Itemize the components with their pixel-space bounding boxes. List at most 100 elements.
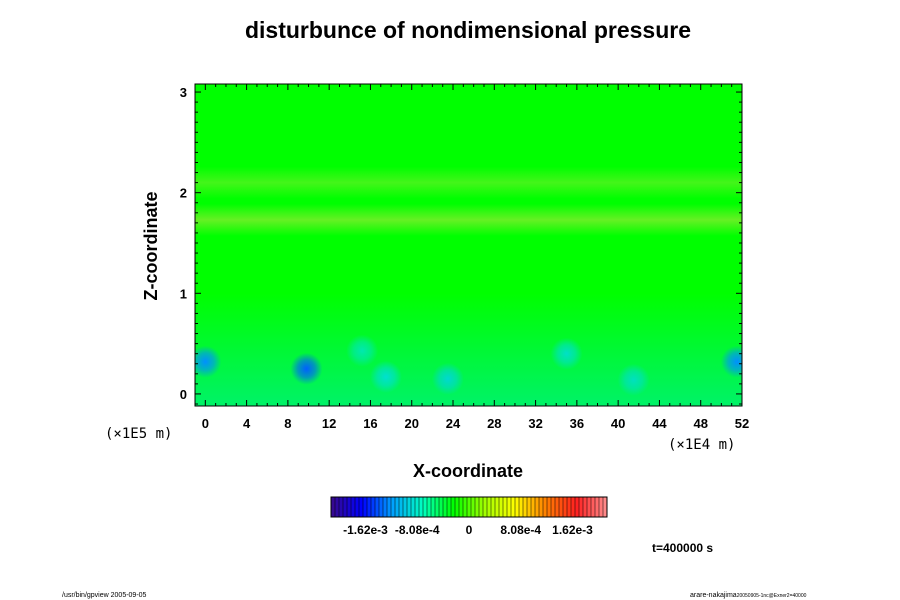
field-anomalies [195, 334, 742, 396]
x-tick-label: 24 [446, 416, 461, 431]
colorbar-cell [371, 497, 376, 517]
colorbar-cell [519, 497, 524, 517]
plot-frame [194, 83, 743, 407]
colorbar-cell [427, 497, 432, 517]
colorbar-cell [395, 497, 400, 517]
y-unit-label: (×1E5 m) [105, 426, 172, 442]
colorbar-cell [463, 497, 468, 517]
colorbar-cell [507, 497, 512, 517]
colorbar-frame [330, 496, 608, 518]
colorbar-cell [531, 497, 536, 517]
time-label: t=400000 s [652, 541, 713, 555]
colorbar-cell [587, 497, 592, 517]
y-tick-label: 0 [180, 387, 187, 402]
colorbar-cell [399, 497, 404, 517]
field-anomaly [550, 337, 583, 370]
y-tick-label: 1 [180, 286, 187, 301]
colorbar-cell [411, 497, 416, 517]
colorbar-cell [547, 497, 552, 517]
colorbar-cell [503, 497, 508, 517]
footer-right: arare-nakajima20050905-1nc@Exner2=40000 [690, 592, 807, 599]
x-tick-label: 0 [202, 416, 209, 431]
colorbar-ticks: -1.62e-3 -8.08e-4 0 8.08e-4 1.62e-3 [343, 523, 593, 537]
field-anomaly [720, 345, 742, 378]
colorbar-cell [387, 497, 392, 517]
x-axis-label: X-coordinate [413, 461, 523, 481]
colorbar-cell [483, 497, 488, 517]
field-anomaly [195, 345, 222, 378]
colorbar-cell [595, 497, 600, 517]
colorbar-cell [415, 497, 420, 517]
x-tick-label: 44 [652, 416, 667, 431]
colorbar-cell [467, 497, 472, 517]
field-lower-layer [195, 293, 742, 406]
colorbar-cell [439, 497, 444, 517]
x-tick-label: 52 [735, 416, 749, 431]
colorbar-cell [499, 497, 504, 517]
field-bands [195, 166, 742, 236]
colorbar-cell [451, 497, 456, 517]
chart-title: disturbunce of nondimensional pressure [245, 17, 691, 43]
colorbar-cell [379, 497, 384, 517]
colorbar-tick-label: -1.62e-3 [343, 523, 388, 537]
colorbar-cell [555, 497, 560, 517]
x-tick-label: 40 [611, 416, 625, 431]
colorbar-cell [495, 497, 500, 517]
field-anomaly [617, 363, 650, 396]
colorbar-cell [363, 497, 368, 517]
colorbar-cell [443, 497, 448, 517]
colorbar-cells [331, 497, 608, 517]
field-band [195, 203, 742, 236]
colorbar-cell [367, 497, 372, 517]
field-anomaly [346, 334, 379, 367]
field-anomaly [290, 352, 323, 385]
x-tick-label: 12 [322, 416, 336, 431]
x-tick-label: 36 [570, 416, 584, 431]
colorbar-cell [603, 497, 608, 517]
colorbar-cell [487, 497, 492, 517]
footer-right-main: arare-nakajima [690, 592, 737, 599]
colorbar-cell [491, 497, 496, 517]
y-tick-label: 3 [180, 85, 187, 100]
colorbar-cell [543, 497, 548, 517]
colorbar-cell [571, 497, 576, 517]
colorbar-cell [351, 497, 356, 517]
colorbar-cell [347, 497, 352, 517]
colorbar-cell [375, 497, 380, 517]
x-ticks: 0 4 8 12 16 20 24 28 32 36 40 44 48 52 [194, 84, 749, 431]
colorbar-cell [471, 497, 476, 517]
colorbar-cell [447, 497, 452, 517]
x-tick-label: 8 [284, 416, 291, 431]
colorbar-cell [475, 497, 480, 517]
x-tick-label: 16 [363, 416, 377, 431]
colorbar-cell [419, 497, 424, 517]
field-anomaly [431, 362, 464, 395]
y-ticks: 0 1 2 3 [180, 85, 742, 405]
colorbar-cell [579, 497, 584, 517]
colorbar-cell [403, 497, 408, 517]
x-tick-label: 32 [528, 416, 542, 431]
colorbar-tick-label: 1.62e-3 [552, 523, 593, 537]
footer-left: /usr/bin/gpview 2005-09-05 [62, 592, 147, 599]
x-unit-label: (×1E4 m) [668, 437, 735, 453]
colorbar-cell [343, 497, 348, 517]
colorbar-cell [431, 497, 436, 517]
colorbar: -1.62e-3 -8.08e-4 0 8.08e-4 1.62e-3 [330, 496, 608, 537]
colorbar-cell [599, 497, 604, 517]
colorbar-cell [591, 497, 596, 517]
footer-right-small: 20050905-1nc@Exner2=40000 [737, 593, 807, 599]
colorbar-cell [559, 497, 564, 517]
colorbar-cell [523, 497, 528, 517]
colorbar-cell [575, 497, 580, 517]
colorbar-cell [339, 497, 344, 517]
colorbar-cell [355, 497, 360, 517]
y-tick-label: 2 [180, 186, 187, 201]
colorbar-tick-label: 8.08e-4 [500, 523, 541, 537]
colorbar-cell [407, 497, 412, 517]
x-tick-label: 28 [487, 416, 501, 431]
colorbar-cell [583, 497, 588, 517]
colorbar-cell [527, 497, 532, 517]
colorbar-cell [435, 497, 440, 517]
